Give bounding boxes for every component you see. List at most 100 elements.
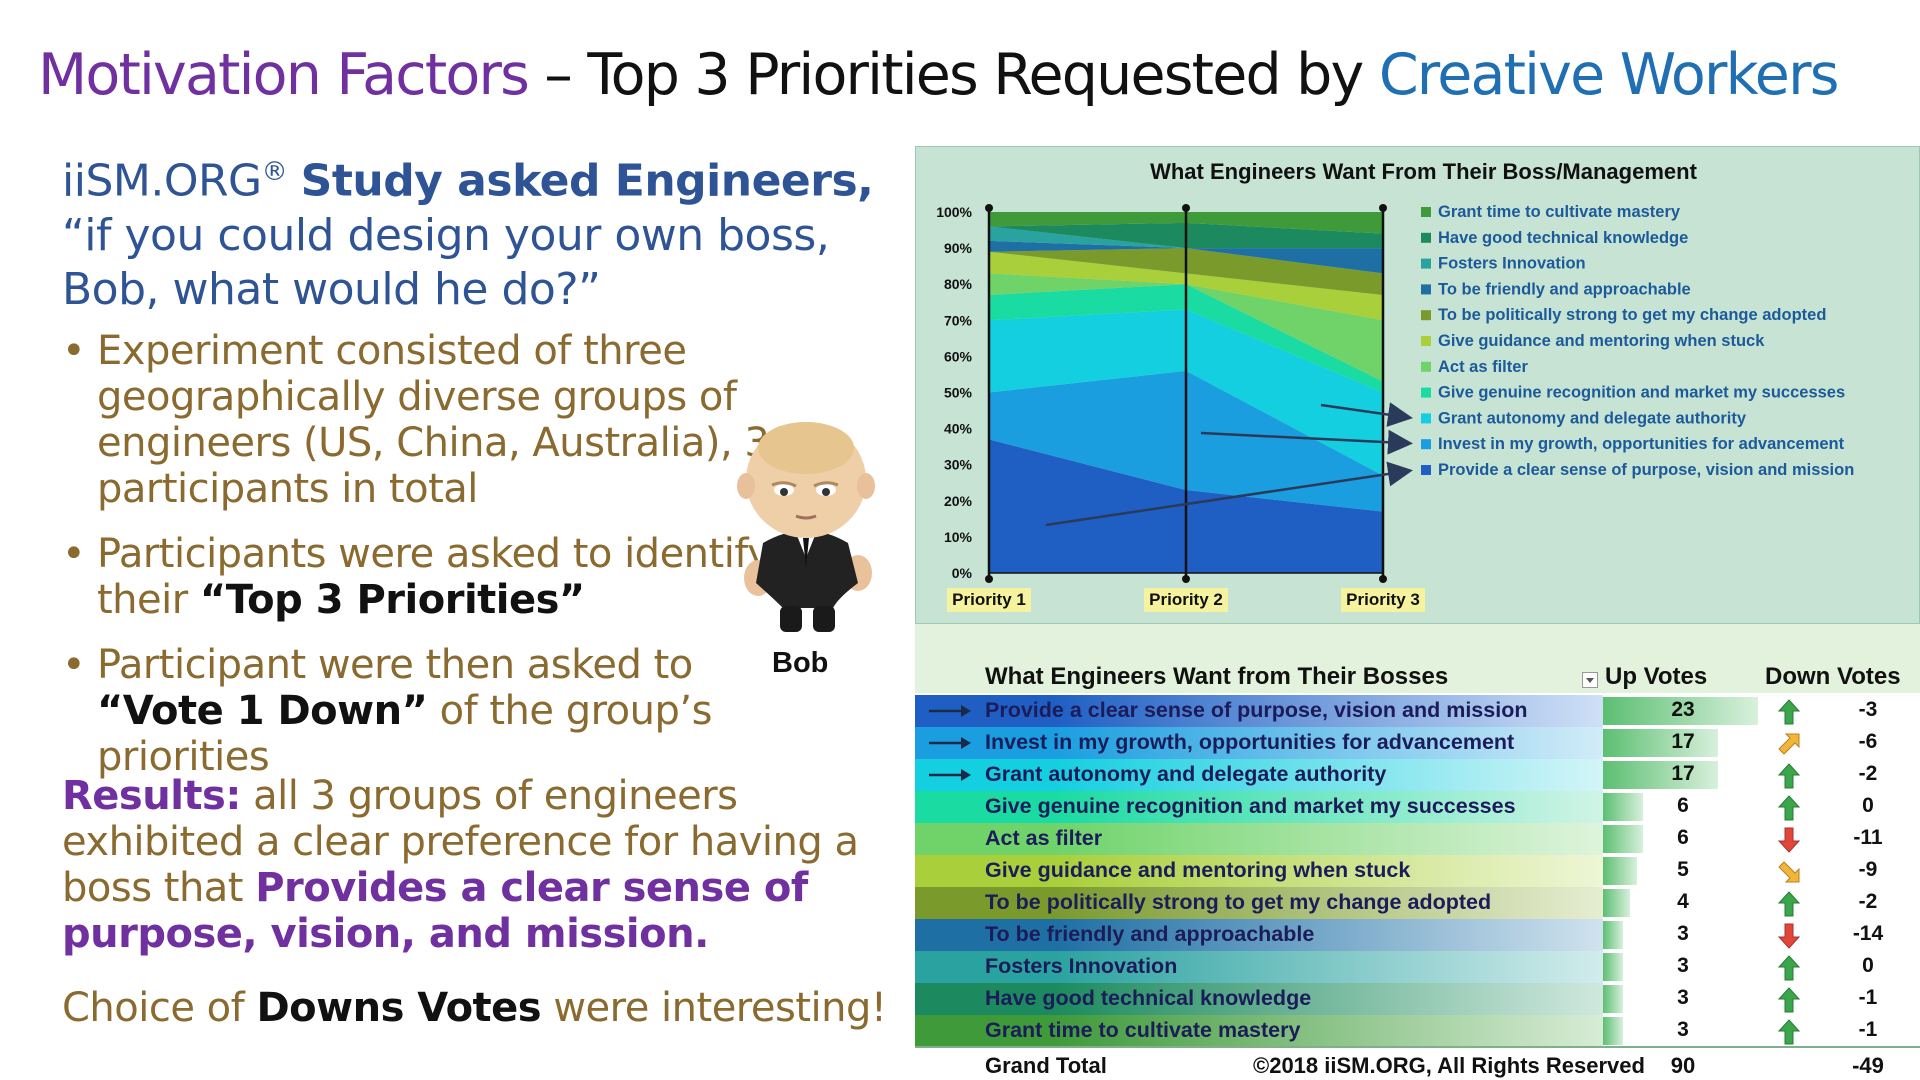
- row-name: Act as filter: [985, 826, 1103, 850]
- row-name: To be friendly and approachable: [985, 922, 1315, 946]
- row-name: Provide a clear sense of purpose, vision…: [985, 698, 1528, 722]
- legend-swatch: [1421, 336, 1431, 346]
- y-tick-label: 40%: [944, 421, 973, 437]
- row-name: Give genuine recognition and market my s…: [985, 794, 1516, 818]
- priority-axis-top-dot: [985, 204, 993, 212]
- legend-label: To be politically strong to get my chang…: [1438, 306, 1826, 324]
- row-up-votes: 6: [1677, 826, 1689, 849]
- trend-down-arrow-icon: [1777, 827, 1801, 853]
- row-name: Have good technical knowledge: [985, 986, 1312, 1010]
- choice-prefix: Choice of: [62, 985, 257, 1031]
- intro-question: “if you could design your own boss, Bob,…: [62, 209, 830, 315]
- row-up-votes: 17: [1671, 762, 1695, 785]
- header-down-votes: Down Votes: [1765, 663, 1901, 690]
- choice-paragraph: Choice of Downs Votes were interesting!: [62, 985, 912, 1031]
- choice-bold: Downs Votes: [256, 985, 542, 1031]
- grand-total-label: Grand Total: [985, 1053, 1107, 1078]
- filter-dropdown-icon[interactable]: [1582, 672, 1598, 688]
- row-color-band: [915, 951, 1603, 983]
- row-up-votes: 3: [1677, 954, 1689, 977]
- y-tick-label: 100%: [936, 204, 972, 220]
- table-row: To be friendly and approachable 3 -14: [915, 919, 1920, 951]
- bob-doll-image: [737, 422, 875, 632]
- pointer-arrow-purpose: [1045, 461, 1413, 527]
- registered-mark: ®: [261, 157, 288, 187]
- row-down-votes-cell: -6: [1763, 727, 1920, 759]
- row-down-votes-cell: -3: [1763, 695, 1920, 727]
- priority-axis-bottom-dot: [1182, 575, 1190, 583]
- x-category-label-highlight: [947, 588, 1031, 612]
- row-color-band: [915, 855, 1603, 887]
- votes-table: What Engineers Want from Their Bosses Up…: [915, 660, 1920, 1080]
- row-up-votes: 4: [1677, 890, 1689, 913]
- row-up-votes-cell: 6: [1603, 823, 1763, 855]
- area-series-4: [989, 273, 1383, 382]
- row-name: Give guidance and mentoring when stuck: [985, 858, 1411, 882]
- trend-up-right-arrow-icon: [1778, 733, 1800, 755]
- trend-up-arrow-icon: [1777, 987, 1801, 1013]
- left-text-column: iiSM.ORG® Study asked Engineers, “if you…: [62, 145, 922, 1031]
- area-series-5: [989, 251, 1383, 321]
- results-paragraph: Results: all 3 groups of engineers exhib…: [62, 773, 912, 957]
- grand-total-down: -49: [1852, 1053, 1884, 1078]
- results-highlight: Provides a clear sense of purpose, visio…: [62, 865, 808, 957]
- grand-total-up: 90: [1670, 1053, 1696, 1078]
- row-down-votes: -3: [1858, 698, 1878, 721]
- row-up-votes-cell: 17: [1603, 727, 1763, 759]
- row-color-band: [915, 695, 1603, 727]
- row-down-votes-cell: -14: [1763, 919, 1920, 951]
- row-color-band: [915, 727, 1603, 759]
- legend-swatch: [1421, 284, 1431, 295]
- header-up-votes: Up Votes: [1605, 663, 1708, 690]
- row-down-votes-cell: -2: [1763, 887, 1920, 919]
- legend-swatch: [1421, 310, 1431, 321]
- header-name: What Engineers Want from Their Bosses: [985, 663, 1449, 690]
- bullet-list: Experiment consisted of three geographic…: [62, 328, 862, 799]
- row-down-votes: -1: [1858, 1018, 1878, 1041]
- up-votes-data-bar: [1603, 985, 1623, 1013]
- row-up-votes: 3: [1677, 922, 1689, 945]
- row-up-votes-cell: 4: [1603, 887, 1763, 919]
- up-votes-data-bar: [1603, 921, 1623, 949]
- row-name: Grant autonomy and delegate authority: [985, 762, 1387, 786]
- trend-up-arrow-icon: [1777, 1019, 1801, 1045]
- title-part-motivation-factors: Motivation Factors: [38, 42, 530, 108]
- row-down-votes: 0: [1862, 794, 1874, 817]
- area-series-8: [989, 226, 1383, 249]
- x-category-label: Priority 3: [1346, 590, 1420, 609]
- bullet-vote-down: Participant were then asked to “Vote 1 D…: [62, 642, 862, 780]
- trend-up-arrow-icon: [1777, 763, 1801, 789]
- row-up-votes: 3: [1677, 986, 1689, 1009]
- results-text: all 3 groups of engineers exhibited a cl…: [62, 773, 859, 911]
- up-votes-data-bar: [1603, 697, 1758, 725]
- row-down-votes: -2: [1858, 890, 1878, 913]
- table-row: Invest in my growth, opportunities for a…: [915, 727, 1920, 759]
- row-up-votes-cell: 6: [1603, 791, 1763, 823]
- title-part-middle: – Top 3 Priorities Requested by: [527, 42, 1379, 108]
- bullet-top3: Participants were asked to identify thei…: [62, 531, 862, 623]
- chart-svg: 0% 10% 20% 30% 40% 50% 60% 70% 80% 90% 100% Priorit…: [936, 203, 1854, 612]
- org-name: iiSM.ORG: [62, 155, 262, 207]
- row-up-votes-cell: 3: [1603, 1015, 1763, 1047]
- table-header: What Engineers Want from Their Bosses Up…: [915, 660, 1920, 693]
- row-down-votes-cell: 0: [1763, 791, 1920, 823]
- table-row: Give guidance and mentoring when stuck 5 -…: [915, 855, 1920, 887]
- legend-swatch: [1421, 439, 1431, 450]
- table-row: Grant time to cultivate mastery 3 -1: [915, 1015, 1920, 1047]
- x-category-label: Priority 1: [952, 590, 1026, 609]
- row-color-band: [915, 1015, 1603, 1047]
- priority-axis-top-dot: [1182, 204, 1190, 212]
- legend-label: Grant time to cultivate mastery: [1438, 203, 1681, 221]
- trend-up-arrow-icon: [1777, 891, 1801, 917]
- x-category-label-highlight: [1341, 588, 1425, 612]
- row-up-votes-cell: 3: [1603, 919, 1763, 951]
- legend-label: Fosters Innovation: [1438, 255, 1586, 273]
- legend-label: To be friendly and approachable: [1438, 280, 1691, 298]
- legend-label: Have good technical knowledge: [1438, 229, 1688, 247]
- row-name: Grant time to cultivate mastery: [985, 1018, 1301, 1042]
- row-up-votes-cell: 17: [1603, 759, 1763, 791]
- row-down-votes-cell: 0: [1763, 951, 1920, 983]
- row-up-votes-cell: 5: [1603, 855, 1763, 887]
- row-up-votes: 6: [1677, 794, 1689, 817]
- row-pointer-arrow-icon: [929, 737, 971, 749]
